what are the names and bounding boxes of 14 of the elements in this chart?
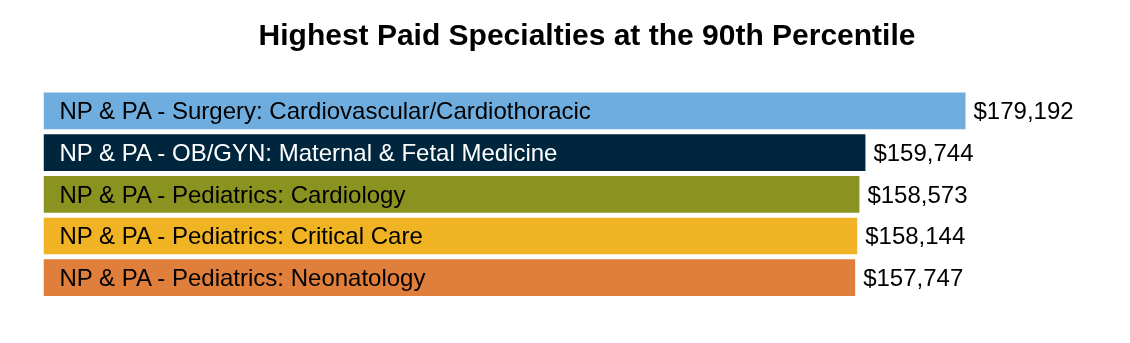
y-tick-label: NP & PA - OB/GYN: Maternal & Fetal Medicine — [59, 139, 558, 167]
data-label: $158,144 — [865, 222, 966, 250]
bar — [43, 217, 858, 255]
y-tick-label: NP & PA - Pediatrics: Neonatology — [59, 264, 426, 292]
data-label: $179,192 — [973, 97, 1074, 125]
chart-title: Highest Paid Specialties at the 90th Percentile — [258, 17, 916, 51]
data-label: $158,573 — [867, 180, 968, 208]
y-tick-label: NP & PA - Surgery: Cardiovascular/Cardiothoracic — [59, 97, 591, 125]
bar — [43, 175, 860, 213]
data-label: $159,744 — [873, 139, 974, 167]
data-label: $157,747 — [863, 264, 964, 292]
y-tick-label: NP & PA - Pediatrics: Cardiology — [59, 180, 406, 208]
bar — [43, 259, 856, 296]
y-tick-label: NP & PA - Pediatrics: Critical Care — [59, 222, 423, 250]
